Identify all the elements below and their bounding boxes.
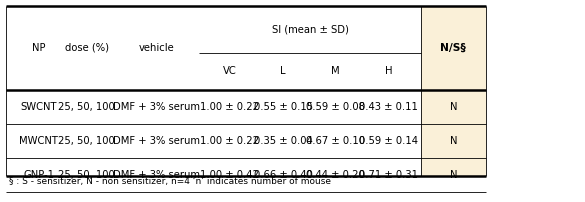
Text: 0.66 ± 0.40: 0.66 ± 0.40 xyxy=(254,170,312,180)
Text: 1.00 ± 0.42: 1.00 ± 0.42 xyxy=(201,170,259,180)
Text: 0.59 ± 0.08: 0.59 ± 0.08 xyxy=(307,102,365,112)
Text: 25, 50, 100: 25, 50, 100 xyxy=(58,136,115,146)
Text: N: N xyxy=(450,136,457,146)
Text: N: N xyxy=(450,170,457,180)
Text: MWCNT: MWCNT xyxy=(19,136,58,146)
Text: GNP-1: GNP-1 xyxy=(23,170,54,180)
Text: § : S - sensitizer, N - non sensitizer, n=4 ‘n’ indicates number of mouse: § : S - sensitizer, N - non sensitizer, … xyxy=(9,177,331,186)
Text: N/S§: N/S§ xyxy=(441,43,466,53)
Text: M: M xyxy=(332,66,340,76)
Text: H: H xyxy=(385,66,392,76)
Text: 0.67 ± 0.10: 0.67 ± 0.10 xyxy=(307,136,365,146)
Text: DMF + 3% serum: DMF + 3% serum xyxy=(113,102,200,112)
Text: 0.44 ± 0.20: 0.44 ± 0.20 xyxy=(307,170,365,180)
Text: L: L xyxy=(280,66,286,76)
Text: 25, 50, 100: 25, 50, 100 xyxy=(58,102,115,112)
Text: 25, 50, 100: 25, 50, 100 xyxy=(58,170,115,180)
Text: 0.59 ± 0.14: 0.59 ± 0.14 xyxy=(359,136,418,146)
Text: 1.00 ± 0.22: 1.00 ± 0.22 xyxy=(201,136,259,146)
Text: 1.00 ± 0.22: 1.00 ± 0.22 xyxy=(201,102,259,112)
Text: 0.55 ± 0.15: 0.55 ± 0.15 xyxy=(253,102,313,112)
Text: SWCNT: SWCNT xyxy=(20,102,57,112)
Text: VC: VC xyxy=(223,66,237,76)
Text: 0.35 ± 0.04: 0.35 ± 0.04 xyxy=(254,136,312,146)
Text: 0.43 ± 0.11: 0.43 ± 0.11 xyxy=(359,102,418,112)
Text: SI (mean ± SD): SI (mean ± SD) xyxy=(271,24,349,34)
Text: DMF + 3% serum: DMF + 3% serum xyxy=(113,170,200,180)
Text: DMF + 3% serum: DMF + 3% serum xyxy=(113,136,200,146)
Text: vehicle: vehicle xyxy=(139,43,175,53)
Text: N: N xyxy=(450,102,457,112)
Bar xyxy=(421,6,486,176)
Text: 0.71 ± 0.31: 0.71 ± 0.31 xyxy=(359,170,418,180)
Text: dose (%): dose (%) xyxy=(64,43,109,53)
Text: NP: NP xyxy=(32,43,46,53)
